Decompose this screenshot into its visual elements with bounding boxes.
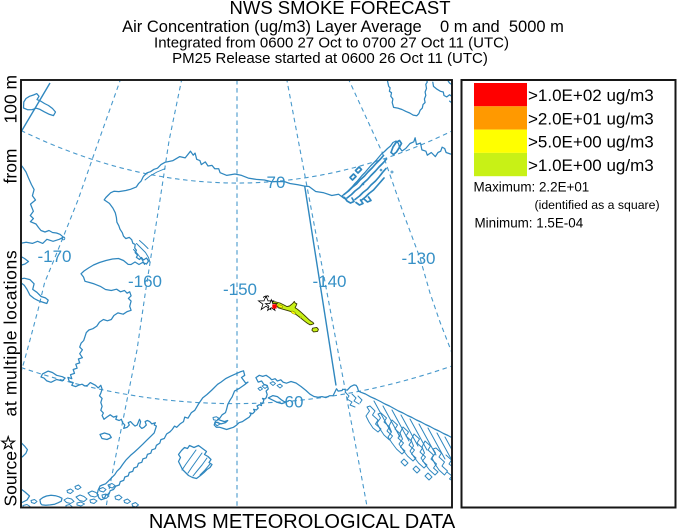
svg-text:>1.0E+02 ug/m3: >1.0E+02 ug/m3 bbox=[528, 86, 654, 105]
svg-text:-150: -150 bbox=[223, 280, 257, 299]
svg-text:60: 60 bbox=[285, 393, 304, 412]
svg-text:(identified as a square): (identified as a square) bbox=[535, 198, 660, 212]
svg-text:-170: -170 bbox=[37, 247, 71, 266]
svg-text:at multiple locations: at multiple locations bbox=[1, 250, 21, 417]
svg-text:NAMS METEOROLOGICAL DATA: NAMS METEOROLOGICAL DATA bbox=[149, 511, 456, 532]
svg-text:70: 70 bbox=[267, 173, 286, 192]
svg-text:-130: -130 bbox=[401, 249, 435, 268]
svg-text:>2.0E+01 ug/m3: >2.0E+01 ug/m3 bbox=[528, 109, 654, 128]
svg-text:>5.0E+00 ug/m3: >5.0E+00 ug/m3 bbox=[528, 133, 654, 152]
svg-text:Air Concentration (ug/m3) Laye: Air Concentration (ug/m3) Layer Average … bbox=[122, 18, 564, 36]
svg-text:-160: -160 bbox=[128, 272, 162, 291]
svg-text:Minimum: 1.5E-04: Minimum: 1.5E-04 bbox=[475, 215, 584, 230]
svg-text:>1.0E+00 ug/m3: >1.0E+00 ug/m3 bbox=[528, 156, 654, 175]
svg-text:Source: Source bbox=[1, 451, 21, 506]
svg-text:NWS SMOKE FORECAST: NWS SMOKE FORECAST bbox=[230, 0, 451, 18]
svg-text:Integrated from 0600 27 Oct to: Integrated from 0600 27 Oct to 0700 27 O… bbox=[154, 35, 509, 52]
svg-text:from: from bbox=[1, 149, 21, 184]
svg-text:PM25 Release started at 0600 2: PM25 Release started at 0600 26 Oct 11 (… bbox=[172, 50, 488, 67]
svg-text:100 m: 100 m bbox=[1, 75, 21, 124]
svg-text:Maximum: 2.2E+01: Maximum: 2.2E+01 bbox=[474, 180, 590, 195]
svg-text:-140: -140 bbox=[312, 272, 346, 291]
